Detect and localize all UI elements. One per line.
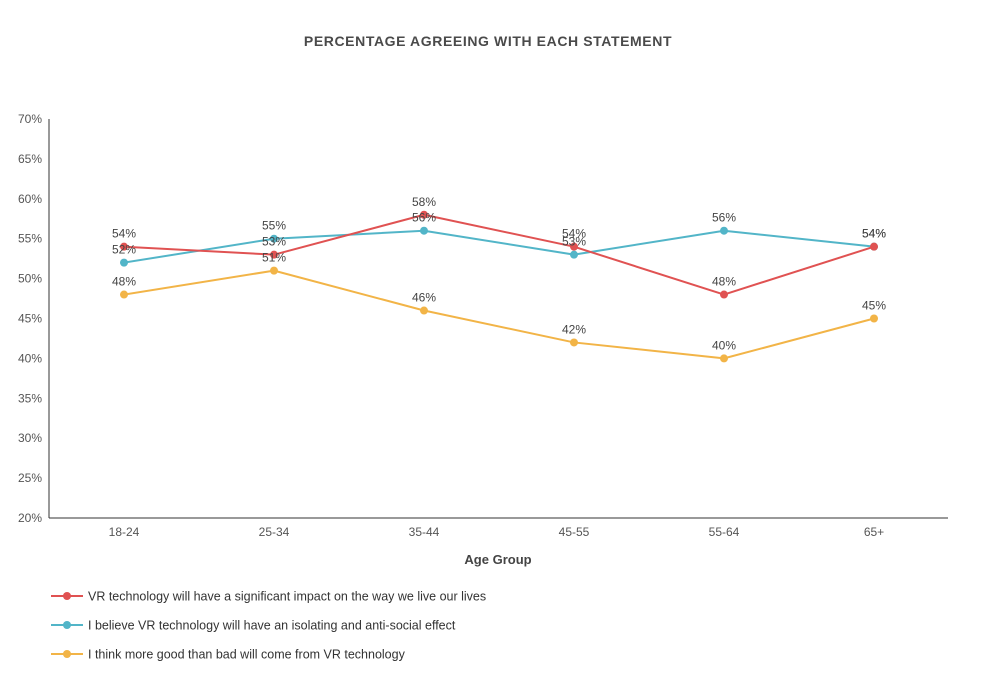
data-label: 45%: [862, 299, 886, 313]
y-axis: 70% 65% 60% 55% 50% 45% 40% 35% 30% 25% 20%: [18, 112, 42, 525]
data-point[interactable]: [270, 234, 278, 243]
data-point[interactable]: [420, 306, 428, 315]
x-tick-label: 65+: [864, 525, 884, 539]
data-label: 58%: [412, 195, 436, 209]
y-tick-label: 60%: [18, 192, 42, 206]
y-tick-label: 25%: [18, 471, 42, 485]
x-tick-label: 25-34: [259, 525, 290, 539]
data-label: 54%: [562, 227, 586, 241]
data-label: 54%: [862, 227, 886, 241]
y-tick-label: 50%: [18, 272, 42, 286]
data-point[interactable]: [720, 290, 728, 299]
data-point[interactable]: [870, 242, 878, 251]
y-tick-label: 55%: [18, 232, 42, 246]
legend-marker: [63, 592, 71, 600]
chart-title: PERCENTAGE AGREEING WITH EACH STATEMENT: [304, 33, 672, 49]
data-point[interactable]: [870, 314, 878, 323]
data-point[interactable]: [570, 338, 578, 347]
data-point[interactable]: [120, 242, 128, 251]
data-point[interactable]: [720, 226, 728, 235]
y-tick-label: 20%: [18, 511, 42, 525]
y-tick-label: 65%: [18, 152, 42, 166]
x-tick-label: 55-64: [709, 525, 740, 539]
data-label: 42%: [562, 322, 586, 336]
legend-label: I believe VR technology will have an iso…: [88, 619, 456, 633]
y-tick-label: 70%: [18, 112, 42, 126]
data-label: 55%: [262, 219, 286, 233]
data-label: 56%: [712, 211, 736, 225]
data-label: 48%: [112, 275, 136, 289]
data-point[interactable]: [420, 226, 428, 235]
data-point[interactable]: [120, 290, 128, 299]
legend-label: I think more good than bad will come fro…: [88, 648, 406, 662]
data-label: 52%: [112, 243, 136, 257]
legend-item[interactable]: VR technology will have a significant im…: [51, 590, 486, 604]
series-line: [123, 269, 875, 360]
data-label: 51%: [262, 251, 286, 265]
data-label: 53%: [562, 235, 586, 249]
data-label: 48%: [712, 275, 736, 289]
data-label: 56%: [412, 211, 436, 225]
data-point[interactable]: [720, 354, 728, 363]
data-point[interactable]: [420, 210, 428, 219]
legend-label: VR technology will have a significant im…: [88, 590, 486, 604]
series-line: [123, 229, 875, 264]
data-label: 46%: [412, 291, 436, 305]
data-point[interactable]: [570, 242, 578, 251]
x-axis: 18-24 25-34 35-44 45-55 55-64 65+: [109, 525, 885, 539]
data-labels: 48%51%46%42%40%45%52%55%56%53%56%54%54%5…: [112, 195, 886, 353]
y-tick-label: 35%: [18, 391, 42, 405]
data-point[interactable]: [270, 266, 278, 275]
y-tick-label: 40%: [18, 351, 42, 365]
y-tick-label: 30%: [18, 431, 42, 445]
x-tick-label: 35-44: [409, 525, 440, 539]
legend: VR technology will have a significant im…: [51, 590, 486, 662]
data-point[interactable]: [270, 250, 278, 259]
data-label: 54%: [862, 227, 886, 241]
data-point[interactable]: [120, 258, 128, 267]
y-tick-label: 45%: [18, 312, 42, 326]
legend-marker: [63, 650, 71, 658]
data-label: 54%: [112, 227, 136, 241]
x-tick-label: 45-55: [559, 525, 590, 539]
data-point[interactable]: [570, 250, 578, 259]
x-axis-title: Age Group: [464, 552, 531, 567]
data-label: 40%: [712, 338, 736, 352]
x-tick-label: 18-24: [109, 525, 140, 539]
legend-item[interactable]: I believe VR technology will have an iso…: [51, 619, 456, 633]
legend-item[interactable]: I think more good than bad will come fro…: [51, 648, 406, 662]
series-layer: [120, 210, 878, 363]
legend-marker: [63, 621, 71, 629]
series-line: [123, 213, 875, 296]
data-label: 53%: [262, 235, 286, 249]
